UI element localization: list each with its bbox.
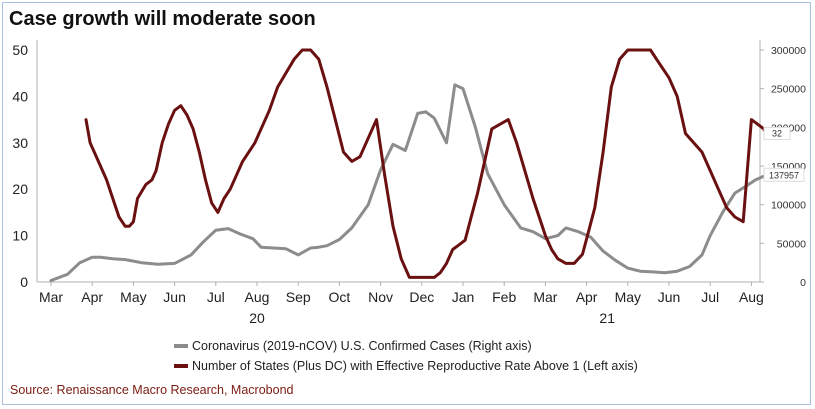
left-tick-label: 0 [20, 274, 28, 290]
x-tick-label: Aug [739, 289, 764, 305]
left-tick-label: 30 [12, 135, 28, 151]
x-tick-label: Mar [533, 289, 557, 305]
x-tick-label: Apr [576, 289, 598, 305]
x-tick-label: Aug [245, 289, 270, 305]
x-tick-label: May [615, 289, 641, 305]
x-tick-label: Jul [701, 289, 719, 305]
x-tick-label: May [120, 289, 146, 305]
legend-swatch-cases [174, 344, 188, 348]
left-tick-label: 20 [12, 181, 28, 197]
x-tick-label: Apr [81, 289, 103, 305]
legend-item-cases: Coronavirus (2019-nCOV) U.S. Confirmed C… [174, 336, 638, 356]
states-series-line [84, 48, 768, 279]
cases-end-label-box [763, 167, 805, 182]
left-tick-label: 10 [12, 228, 28, 244]
x-tick-label: Sep [286, 289, 311, 305]
legend-item-states: Number of States (Plus DC) with Effectiv… [174, 356, 638, 376]
legend: Coronavirus (2019-nCOV) U.S. Confirmed C… [174, 336, 638, 376]
x-tick-label: Jan [452, 289, 475, 305]
x-tick-label: Nov [368, 289, 393, 305]
x-tick-label: Dec [409, 289, 434, 305]
right-tick-label: 300000 [771, 45, 806, 57]
x-tick-label: Feb [492, 289, 516, 305]
x-tick-label: Jun [658, 289, 681, 305]
states-end-label: 32 [772, 129, 782, 139]
x-tick-label: Jun [163, 289, 186, 305]
x-tick-label: Oct [329, 289, 351, 305]
legend-label-states: Number of States (Plus DC) with Effectiv… [192, 359, 638, 373]
right-tick-label: 250000 [771, 84, 806, 96]
right-tick-label: 100000 [771, 200, 806, 212]
year-label: 20 [249, 310, 265, 326]
x-tick-label: Jul [207, 289, 225, 305]
right-tick-label: 0 [800, 277, 806, 289]
legend-label-cases: Coronavirus (2019-nCOV) U.S. Confirmed C… [192, 339, 532, 353]
chart-title: Case growth will moderate soon [9, 8, 316, 30]
left-tick-label: 50 [12, 42, 28, 58]
x-tick-label: Mar [39, 289, 63, 305]
year-label: 21 [599, 310, 615, 326]
states-end-label-box [763, 127, 791, 141]
legend-swatch-states [174, 364, 188, 368]
cases-series-line [49, 83, 768, 282]
left-tick-label: 40 [12, 88, 28, 104]
source-note: Source: Renaissance Macro Research, Macr… [10, 383, 294, 397]
cases-end-label: 137957 [769, 170, 799, 180]
right-tick-label: 50000 [777, 238, 806, 250]
